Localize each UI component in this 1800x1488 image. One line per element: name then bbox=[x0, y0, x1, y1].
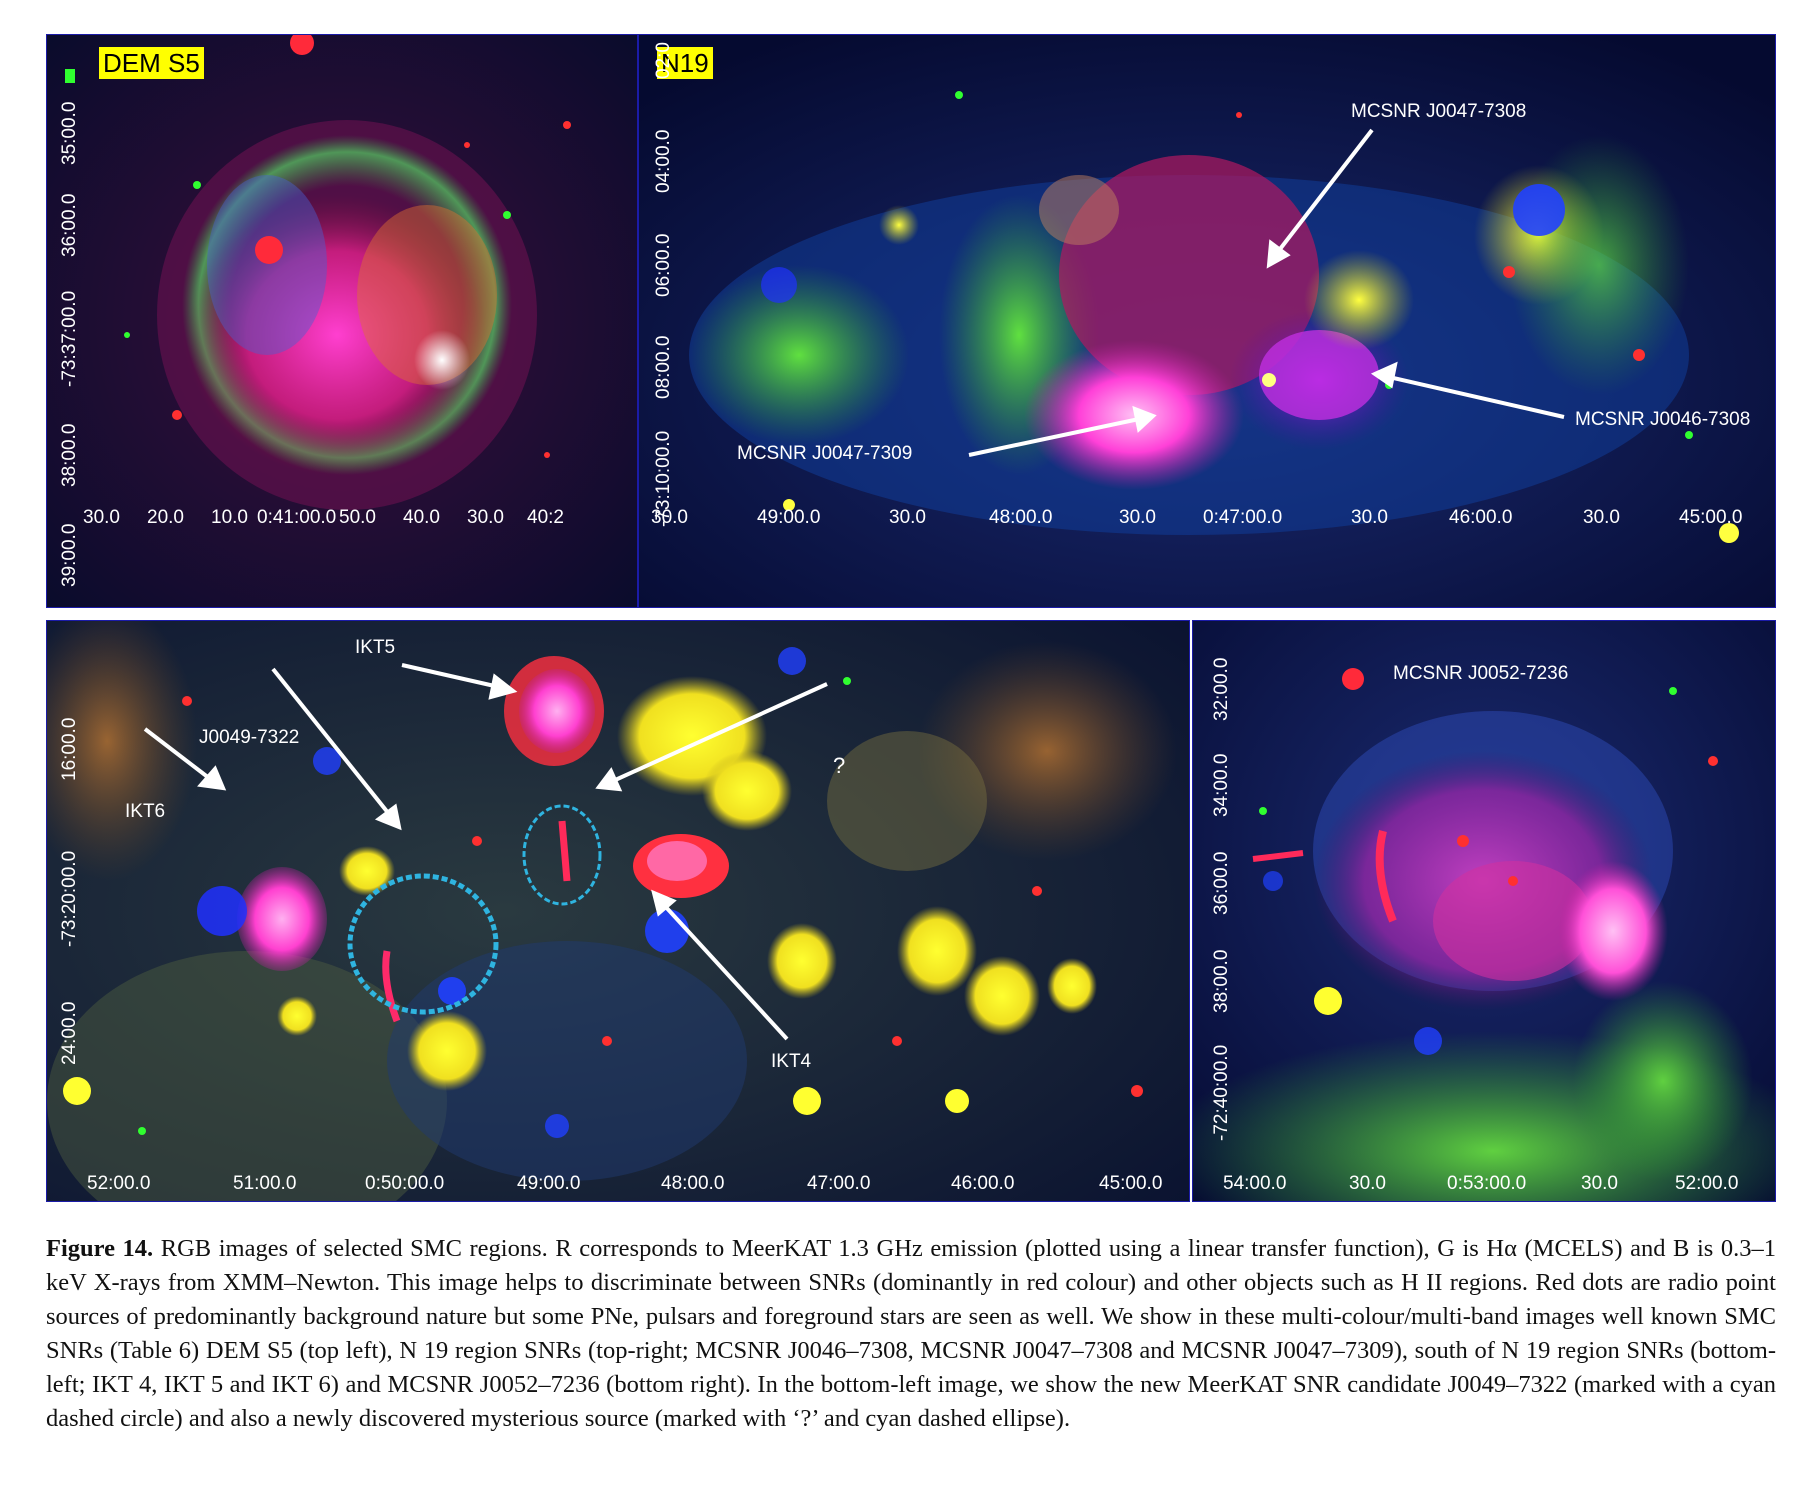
x-tick: 45:00.0 bbox=[1099, 1173, 1163, 1194]
x-tick: 30.0 bbox=[1119, 507, 1156, 528]
x-tick: 51:00.0 bbox=[233, 1173, 297, 1194]
arrow bbox=[1275, 128, 1374, 255]
candidate-circle bbox=[347, 873, 499, 1015]
figure-caption: Figure 14. RGB images of selected SMC re… bbox=[46, 1232, 1776, 1436]
arrow bbox=[401, 663, 500, 689]
label-ikt6: IKT6 bbox=[125, 801, 166, 822]
x-tick: 0:50:00.0 bbox=[365, 1173, 445, 1194]
label-j0049-7322: J0049-7322 bbox=[199, 727, 300, 748]
mystery-ellipse bbox=[522, 804, 602, 906]
y-tick: 24:00.0 bbox=[59, 1001, 80, 1065]
label-ikt4: IKT4 bbox=[771, 1051, 812, 1072]
y-tick: -72:40:00.0 bbox=[1211, 1044, 1232, 1141]
y-tick: -73:37:00.0 bbox=[59, 290, 80, 387]
x-tick: 30.0 bbox=[1581, 1173, 1618, 1194]
x-tick: 54:00.0 bbox=[1223, 1173, 1287, 1194]
y-tick: 06:00.0 bbox=[653, 233, 674, 297]
x-tick: 30.0 bbox=[1583, 507, 1620, 528]
x-tick: 0:41:00.0 bbox=[257, 507, 337, 528]
y-tick: 08:00.0 bbox=[653, 335, 674, 399]
x-tick: 20.0 bbox=[147, 507, 184, 528]
panel-dem-s5: DEM S5 30.0 20.0 10.0 0:41:00.0 50.0 40.… bbox=[46, 34, 638, 608]
arrow bbox=[143, 727, 211, 780]
y-tick: -73:10:00.0 bbox=[653, 430, 674, 527]
x-tick: 30.0 bbox=[651, 507, 688, 528]
label-mcsnr-j0052-7236: MCSNR J0052-7236 bbox=[1393, 663, 1569, 684]
x-tick: 47:00.0 bbox=[807, 1173, 871, 1194]
label-mcsnr-j0047-7308: MCSNR J0047-7308 bbox=[1351, 101, 1527, 122]
y-tick: 34:00.0 bbox=[1211, 753, 1232, 817]
y-tick: 39:00.0 bbox=[59, 523, 80, 587]
label-mcsnr-j0046-7308: MCSNR J0046-7308 bbox=[1575, 409, 1751, 430]
y-tick: 32:00.0 bbox=[1211, 657, 1232, 721]
arrow bbox=[662, 903, 789, 1041]
x-tick: 48:00.0 bbox=[661, 1173, 725, 1194]
n19-image bbox=[639, 35, 1775, 607]
dem-s5-tag: DEM S5 bbox=[99, 47, 204, 79]
dem-s5-image bbox=[47, 35, 637, 607]
x-tick: 52:00.0 bbox=[1675, 1173, 1739, 1194]
x-tick: 0:47:00.0 bbox=[1203, 507, 1283, 528]
x-tick: 10.0 bbox=[211, 507, 248, 528]
x-tick: 30.0 bbox=[1351, 507, 1388, 528]
x-tick: 45:00.0 bbox=[1679, 507, 1743, 528]
label-mcsnr-j0047-7309: MCSNR J0047-7309 bbox=[737, 443, 913, 464]
x-tick: 46:00.0 bbox=[1449, 507, 1513, 528]
x-tick: 40:2 bbox=[527, 507, 564, 528]
x-tick: 30.0 bbox=[467, 507, 504, 528]
x-tick: 46:00.0 bbox=[951, 1173, 1015, 1194]
x-tick: 48:00.0 bbox=[989, 507, 1053, 528]
label-mystery-source: ? bbox=[833, 753, 846, 778]
x-tick: 52:00.0 bbox=[87, 1173, 151, 1194]
x-tick: 30.0 bbox=[83, 507, 120, 528]
panel-n19: N19 MCSNR J0047-7308 MCSNR J0047-7309 MC… bbox=[638, 34, 1776, 608]
arrow bbox=[612, 682, 828, 783]
arrow bbox=[271, 667, 391, 816]
mcsnr-j0052-7236-image bbox=[1193, 621, 1775, 1201]
y-tick: 02:0 bbox=[653, 42, 674, 79]
y-tick: 35:00.0 bbox=[59, 101, 80, 165]
x-tick: 49:00.0 bbox=[757, 507, 821, 528]
arrow bbox=[968, 417, 1140, 457]
arrow bbox=[1388, 375, 1565, 419]
x-tick: 30.0 bbox=[1349, 1173, 1386, 1194]
y-tick: 36:00.0 bbox=[59, 193, 80, 257]
south-n19-image bbox=[47, 621, 1189, 1201]
y-tick: 36:00.0 bbox=[1211, 851, 1232, 915]
panel-south-n19: IKT5 J0049-7322 IKT6 ? IKT4 52:00.0 51:0… bbox=[46, 620, 1190, 1202]
y-tick: 38:00.0 bbox=[1211, 949, 1232, 1013]
x-tick: 30.0 bbox=[889, 507, 926, 528]
n19-tag: N19 bbox=[657, 47, 713, 79]
label-ikt5: IKT5 bbox=[355, 637, 396, 658]
y-tick: 38:00.0 bbox=[59, 423, 80, 487]
x-tick: 50.0 bbox=[339, 507, 376, 528]
y-tick: -73:20:00.0 bbox=[59, 850, 80, 947]
caption-text: RGB images of selected SMC regions. R co… bbox=[46, 1235, 1777, 1432]
figure-label: Figure 14. bbox=[46, 1235, 154, 1262]
y-tick: 16:00.0 bbox=[59, 717, 80, 781]
x-tick: 0:53:00.0 bbox=[1447, 1173, 1527, 1194]
x-tick: 40.0 bbox=[403, 507, 440, 528]
x-tick: 49:00.0 bbox=[517, 1173, 581, 1194]
y-tick: 04:00.0 bbox=[653, 129, 674, 193]
panel-mcsnr-j0052-7236: MCSNR J0052-7236 54:00.0 30.0 0:53:00.0 … bbox=[1192, 620, 1776, 1202]
